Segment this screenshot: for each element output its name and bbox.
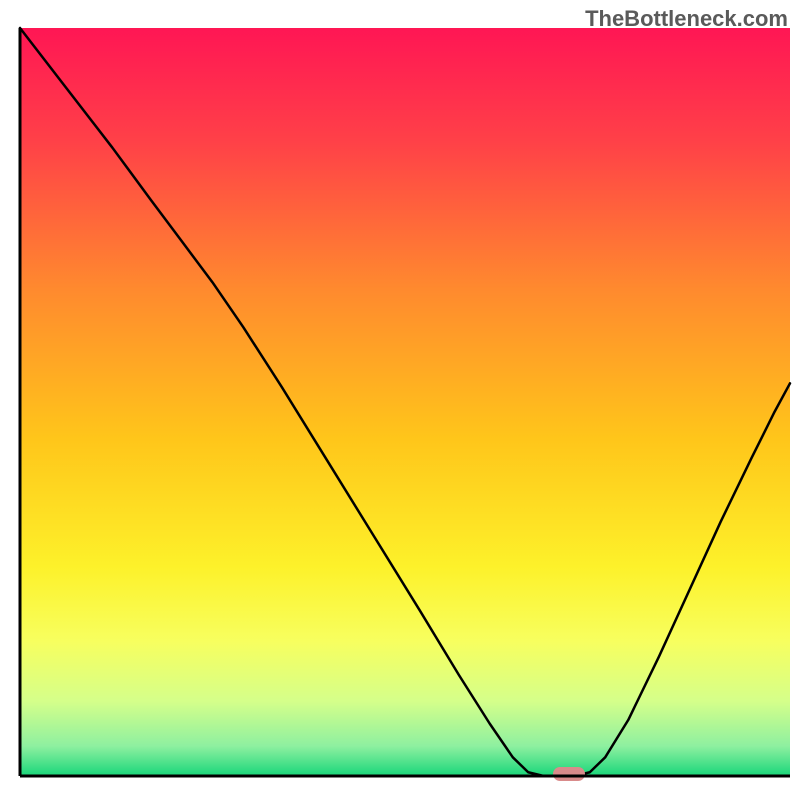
bottleneck-chart xyxy=(0,0,800,800)
optimal-marker xyxy=(553,767,585,781)
chart-svg xyxy=(0,0,800,800)
watermark-text: TheBottleneck.com xyxy=(585,6,788,32)
plot-background xyxy=(20,28,790,776)
